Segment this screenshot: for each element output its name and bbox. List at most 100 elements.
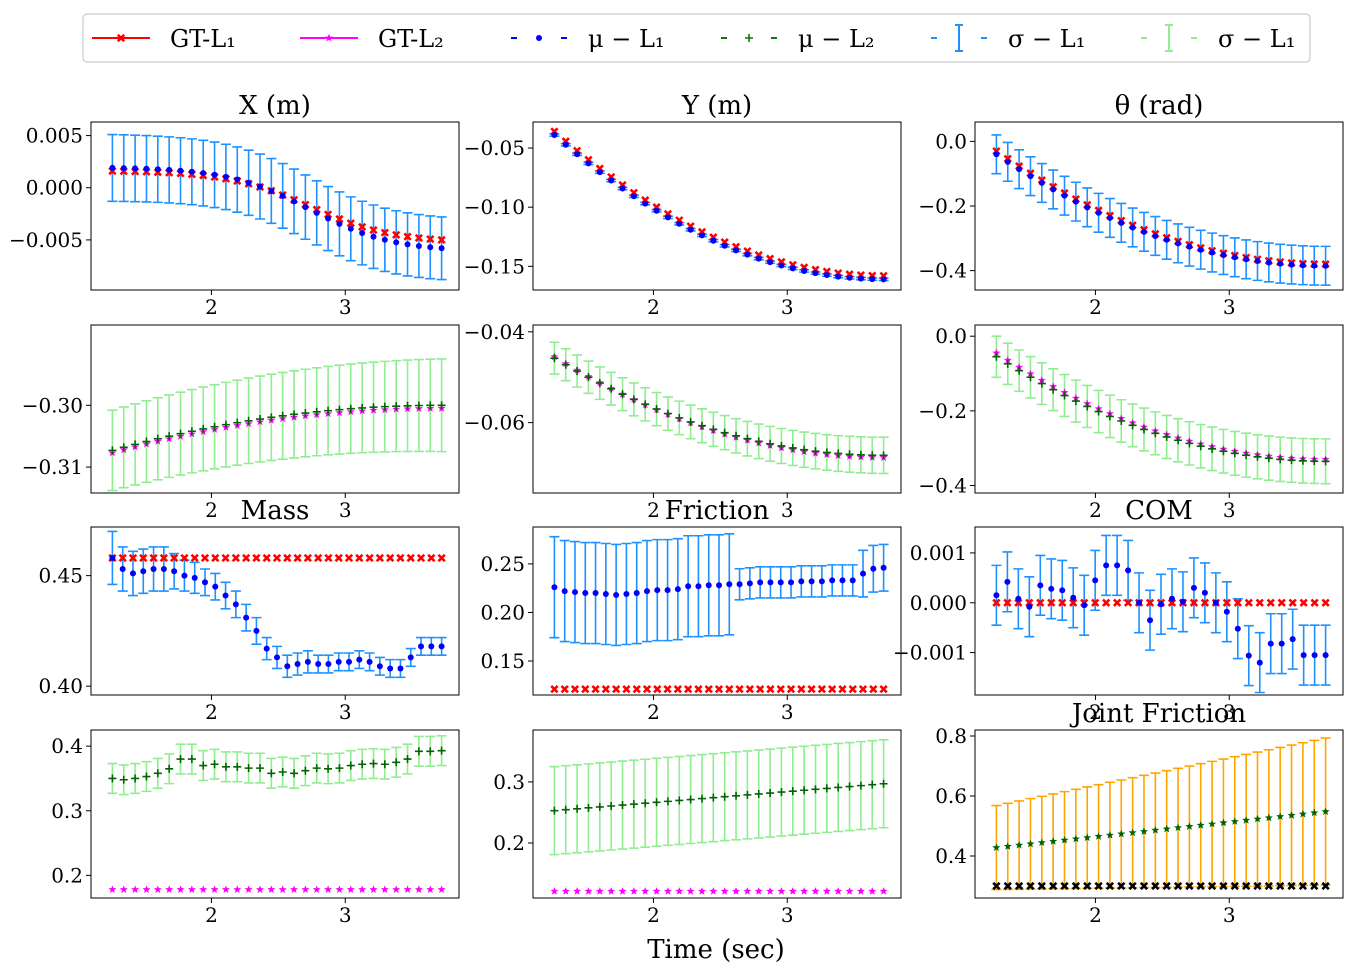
mean-point [716, 582, 723, 589]
mean-point [211, 171, 218, 178]
mean-point [199, 761, 208, 770]
mean-point [550, 354, 559, 363]
gt-point [426, 885, 435, 893]
mean-point [426, 747, 435, 756]
y-tick-label: −0.4 [918, 474, 967, 498]
mean-point [232, 601, 239, 608]
mean-point [1287, 811, 1296, 819]
mean-point [607, 802, 616, 811]
plot-area [107, 358, 447, 492]
axes-frame [532, 729, 902, 899]
y-tick-label: 0.005 [26, 124, 83, 148]
mean-point [1060, 391, 1069, 400]
mean-point [1256, 659, 1263, 666]
gt-point [437, 235, 446, 245]
mean-point [418, 643, 425, 650]
gt-point [573, 887, 582, 895]
gt-point [879, 887, 888, 895]
plot-area [991, 534, 1331, 694]
mean-point [1140, 228, 1147, 235]
mean-point [1163, 236, 1170, 243]
gt-point [581, 685, 590, 694]
mean-point [1016, 166, 1023, 173]
legend-marker [116, 33, 126, 43]
subplot: 2 3 0.0 −0.2 −0.4 [918, 324, 1344, 522]
mean-point [1050, 186, 1057, 193]
x-tick-label: 2 [205, 498, 218, 522]
mean-point [732, 791, 741, 800]
mean-point [1276, 812, 1285, 820]
x-tick-label: 2 [1089, 700, 1102, 724]
gt-point [324, 885, 333, 893]
mean-point [561, 588, 568, 595]
subplot: 2 3 0.0 −0.2 −0.4 θ (rad) [918, 91, 1344, 319]
mean-point [1201, 589, 1208, 596]
gt-point [1071, 881, 1080, 891]
mean-point [822, 448, 831, 457]
mean-point [153, 769, 162, 778]
subplot-title: COM [1125, 496, 1193, 526]
y-tick-label: 0.45 [38, 564, 83, 588]
plot-area [107, 133, 447, 281]
gt-point [595, 887, 604, 895]
mean-point [1175, 240, 1182, 247]
legend-marker [536, 35, 542, 41]
gt-point [992, 598, 1001, 607]
mean-point [1311, 262, 1318, 269]
gt-point [856, 887, 865, 895]
y-tick-label: 0.4 [935, 844, 967, 868]
mean-point [154, 166, 161, 173]
mean-point [551, 132, 558, 139]
subplot: 2 3 0.25 0.20 0.15 Friction [480, 496, 902, 724]
mean-point [160, 566, 167, 572]
mean-point [278, 768, 287, 776]
mean-point [1209, 249, 1216, 256]
mean-point [766, 439, 775, 448]
gt-point [550, 685, 559, 694]
mean-point [290, 769, 299, 778]
mean-point [777, 579, 784, 586]
subplot: 2 3 0.005 0.000 −0.005 X (m) [9, 91, 460, 319]
gt-point [392, 230, 401, 239]
mean-point [633, 590, 640, 597]
gt-point [190, 553, 199, 563]
mean-point [301, 766, 310, 775]
legend-label: GT-L₂ [378, 25, 444, 53]
axes-frame [90, 526, 460, 696]
mean-point [1015, 366, 1024, 375]
mean-point [869, 276, 876, 283]
x-tick-label: 2 [647, 498, 660, 522]
gt-point [632, 685, 641, 694]
gt-point [290, 885, 298, 893]
gt-point [817, 685, 826, 694]
mean-point [1321, 457, 1330, 466]
mean-point [608, 177, 615, 184]
x-tick-label: 3 [781, 295, 794, 319]
gt-point [714, 685, 724, 694]
y-tick-label: −0.31 [22, 455, 83, 479]
mean-point [596, 169, 603, 176]
mean-point [366, 658, 373, 665]
mean-point [619, 185, 626, 192]
mean-point [181, 572, 188, 579]
gt-point [1091, 598, 1100, 607]
gt-point [811, 887, 820, 895]
gt-point [324, 553, 333, 563]
mean-point [255, 415, 264, 424]
mean-point [834, 449, 843, 458]
mean-point [392, 402, 401, 411]
mean-point [1162, 432, 1171, 441]
mean-point [767, 579, 774, 586]
gt-point [641, 887, 650, 895]
mean-point [652, 405, 661, 414]
gt-point [766, 887, 775, 895]
gt-point [612, 685, 621, 694]
mean-point [687, 226, 694, 233]
gt-point [788, 887, 797, 895]
subplot-title: Y (m) [681, 91, 752, 121]
gt-point [244, 885, 253, 893]
gt-point [365, 553, 374, 563]
mean-point [140, 568, 147, 575]
gt-point [437, 553, 446, 563]
mean-point [1219, 447, 1228, 456]
